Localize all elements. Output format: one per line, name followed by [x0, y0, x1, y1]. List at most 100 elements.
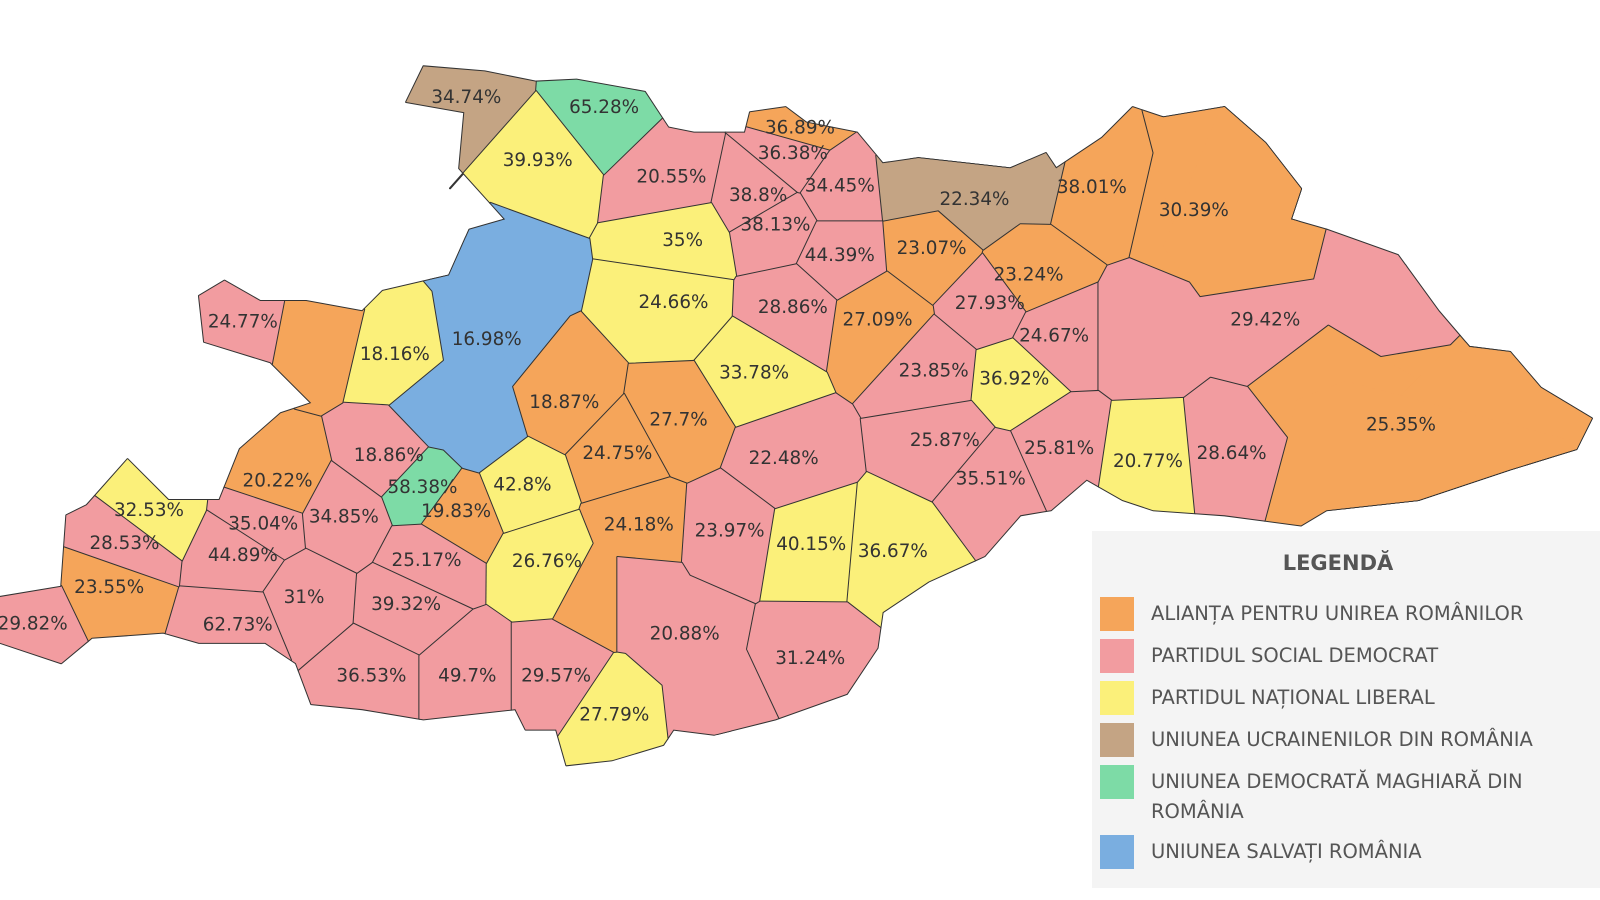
- region: [596, 117, 727, 225]
- region-label: 39.32%: [371, 594, 441, 615]
- region-label: 25.81%: [1024, 438, 1094, 459]
- legend-swatch: [1100, 835, 1134, 869]
- region-label: 33.78%: [719, 362, 789, 383]
- region-fill: [826, 271, 935, 405]
- region-fill: [657, 615, 780, 739]
- region: [1246, 324, 1593, 527]
- region-label: 28.86%: [758, 297, 828, 318]
- region-label: 40.15%: [776, 534, 846, 555]
- region-label: 29.82%: [0, 613, 68, 634]
- region-fill: [551, 522, 618, 654]
- region-fill: [513, 311, 629, 456]
- region-fill: [624, 360, 736, 484]
- region-fill: [1050, 107, 1154, 266]
- region-fill: [179, 510, 285, 593]
- region-label: 20.77%: [1113, 451, 1183, 472]
- region-label: 23.24%: [994, 265, 1064, 286]
- region: [746, 600, 882, 720]
- legend-label: UNIUNEA UCRAINENILOR DIN ROMÂNIA: [1151, 728, 1533, 751]
- region-fill: [720, 393, 867, 510]
- region: [981, 223, 1109, 314]
- legend-item: PARTIDUL NAȚIONAL LIBERAL: [1100, 681, 1576, 715]
- region-label: 20.22%: [243, 471, 313, 492]
- region-label: 38.8%: [729, 185, 787, 206]
- region: [799, 131, 885, 223]
- region-label: 29.42%: [1230, 309, 1300, 330]
- region-label: 23.97%: [695, 521, 765, 542]
- legend-label: ALIANȚA PENTRU UNIREA ROMÂNILOR: [1151, 602, 1524, 625]
- region-label: 35.04%: [228, 513, 298, 534]
- region-label: 36.89%: [765, 118, 835, 139]
- region-fill: [847, 472, 975, 628]
- region-label: 58.38%: [387, 477, 457, 498]
- region: [795, 220, 889, 302]
- region-fill: [729, 192, 817, 277]
- region-fill: [342, 281, 443, 406]
- region-label: 25.17%: [392, 550, 462, 571]
- region-label: 44.39%: [805, 245, 875, 266]
- legend: LEGENDĂ ALIANȚA PENTRU UNIREA ROMÂNILOR P…: [1092, 531, 1600, 888]
- region-fill: [883, 211, 984, 307]
- region: [759, 481, 859, 604]
- region-fill: [760, 482, 858, 603]
- region-label: 34.74%: [431, 87, 501, 108]
- region-label: 28.53%: [89, 533, 159, 554]
- region: [623, 359, 737, 485]
- legend-label: PARTIDUL SOCIAL DEMOCRAT: [1151, 644, 1439, 667]
- region-label: 27.93%: [955, 293, 1025, 314]
- region-fill: [165, 586, 291, 660]
- region-fill: [681, 468, 776, 605]
- legend-item: UNIUNEA SALVAȚI ROMÂNIA: [1100, 835, 1576, 869]
- region: [301, 460, 394, 575]
- region-label: 26.76%: [512, 551, 582, 572]
- region-fill: [932, 427, 1046, 561]
- region-label: 24.67%: [1019, 326, 1089, 347]
- region: [1097, 228, 1461, 402]
- region: [271, 300, 366, 417]
- legend-label: UNIUNEA SALVAȚI ROMÂNIA: [1151, 840, 1422, 863]
- region: [1128, 106, 1328, 299]
- region: [692, 315, 837, 429]
- region-label: 23.55%: [74, 577, 144, 598]
- region-fill: [64, 496, 183, 588]
- region: [164, 585, 292, 661]
- region: [680, 467, 777, 606]
- legend-item: PARTIDUL SOCIAL DEMOCRAT: [1100, 639, 1576, 673]
- region-label: 35%: [662, 230, 703, 251]
- region-label: 36.38%: [758, 143, 828, 164]
- region-fill: [61, 547, 180, 642]
- region-fill: [422, 202, 593, 356]
- region-fill: [860, 400, 996, 503]
- region-label: 18.87%: [529, 392, 599, 413]
- region: [557, 651, 669, 767]
- region-label: 36.67%: [858, 541, 928, 562]
- region-fill: [1183, 377, 1287, 521]
- region-fill: [1098, 258, 1235, 401]
- region: [616, 555, 781, 740]
- region-fill: [711, 133, 798, 233]
- region-fill: [693, 316, 836, 428]
- region-label: 23.85%: [899, 360, 969, 381]
- legend-swatch: [1100, 639, 1134, 673]
- region: [882, 210, 985, 308]
- region-label: 36.53%: [336, 666, 406, 687]
- region-fill: [198, 280, 286, 365]
- region-fill: [1163, 107, 1327, 298]
- region-fill: [589, 203, 737, 281]
- region: [1049, 106, 1155, 267]
- region: [550, 476, 689, 655]
- region-fill: [536, 79, 663, 176]
- region-fill: [302, 461, 393, 574]
- region-label: 20.55%: [636, 167, 706, 188]
- region-fill: [1098, 397, 1196, 514]
- region-label: 36.92%: [979, 369, 1049, 390]
- region-fill: [372, 524, 487, 610]
- region-label: 35.51%: [956, 469, 1026, 490]
- region-fill: [796, 221, 888, 301]
- region-label: 24.75%: [582, 443, 652, 464]
- region-fill: [1012, 282, 1099, 393]
- region-fill: [298, 623, 420, 719]
- region-label: 38.01%: [1057, 177, 1127, 198]
- region-fill: [725, 127, 831, 194]
